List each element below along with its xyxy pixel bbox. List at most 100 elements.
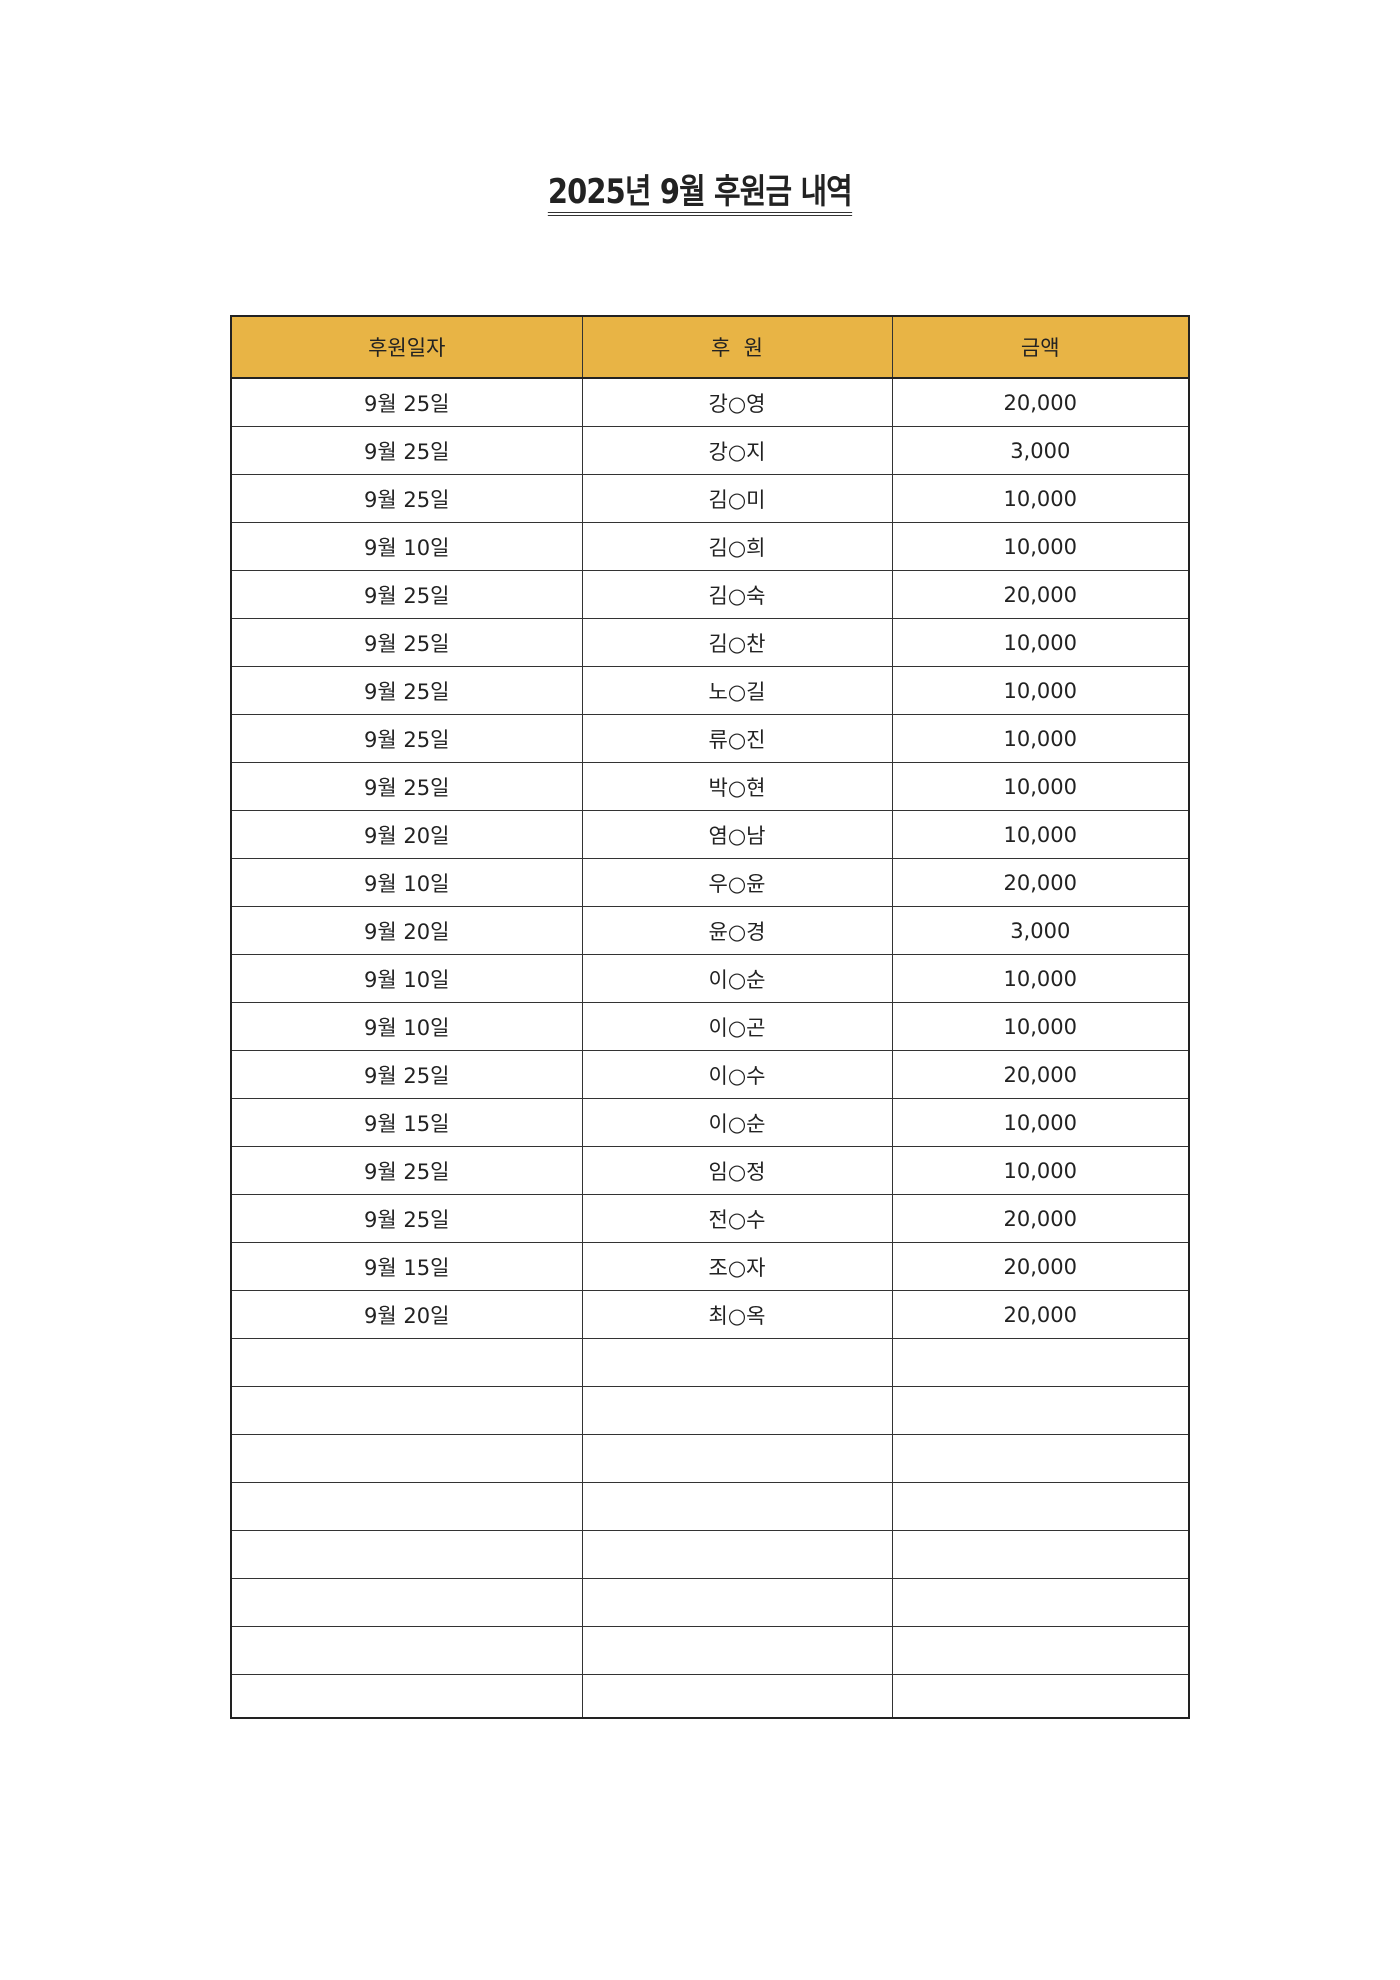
cell-amount: 3,000 xyxy=(891,426,1190,475)
cell-donor: 이○곤 xyxy=(581,1002,893,1051)
cell-donor: 김○미 xyxy=(581,474,893,523)
empty-cell xyxy=(891,1434,1190,1483)
cell-date: 9월 20일 xyxy=(230,810,583,859)
empty-cell xyxy=(891,1338,1190,1387)
cell-date: 9월 25일 xyxy=(230,666,583,715)
cell-date: 9월 25일 xyxy=(230,570,583,619)
empty-table-row xyxy=(230,1626,1190,1675)
empty-table-row xyxy=(230,1578,1190,1627)
cell-amount: 3,000 xyxy=(891,906,1190,955)
table-row: 9월 25일 노○길 10,000 xyxy=(230,666,1190,715)
empty-cell xyxy=(581,1578,893,1627)
document-title: 2025년 9월 후원금 내역 xyxy=(547,172,853,216)
cell-date: 9월 25일 xyxy=(230,618,583,667)
empty-cell xyxy=(891,1626,1190,1675)
cell-donor: 이○순 xyxy=(581,954,893,1003)
cell-date: 9월 25일 xyxy=(230,1050,583,1099)
cell-date: 9월 10일 xyxy=(230,1002,583,1051)
cell-amount: 20,000 xyxy=(891,570,1190,619)
empty-table-row xyxy=(230,1530,1190,1579)
table-row: 9월 10일 이○순 10,000 xyxy=(230,954,1190,1003)
cell-amount: 20,000 xyxy=(891,1050,1190,1099)
empty-table-row xyxy=(230,1434,1190,1483)
cell-amount: 10,000 xyxy=(891,954,1190,1003)
table-row: 9월 10일 김○희 10,000 xyxy=(230,522,1190,571)
empty-cell xyxy=(891,1530,1190,1579)
empty-cell xyxy=(230,1338,583,1387)
cell-date: 9월 25일 xyxy=(230,1194,583,1243)
cell-amount: 10,000 xyxy=(891,1098,1190,1147)
table-row: 9월 25일 임○정 10,000 xyxy=(230,1146,1190,1195)
empty-cell xyxy=(230,1386,583,1435)
cell-donor: 김○숙 xyxy=(581,570,893,619)
cell-amount: 10,000 xyxy=(891,1146,1190,1195)
empty-cell xyxy=(230,1482,583,1531)
table-row: 9월 25일 김○미 10,000 xyxy=(230,474,1190,523)
cell-amount: 10,000 xyxy=(891,666,1190,715)
cell-date: 9월 25일 xyxy=(230,474,583,523)
cell-donor: 전○수 xyxy=(581,1194,893,1243)
cell-donor: 이○순 xyxy=(581,1098,893,1147)
table-body: 9월 25일 강○영 20,000 9월 25일 강○지 3,000 9월 25일 김○미 10… xyxy=(230,377,1190,1719)
table-row: 9월 25일 김○찬 10,000 xyxy=(230,618,1190,667)
empty-cell xyxy=(581,1626,893,1675)
empty-cell xyxy=(581,1386,893,1435)
table-row: 9월 15일 조○자 20,000 xyxy=(230,1242,1190,1291)
table-row: 9월 10일 우○윤 20,000 xyxy=(230,858,1190,907)
empty-table-row xyxy=(230,1674,1190,1719)
cell-donor: 이○수 xyxy=(581,1050,893,1099)
empty-table-row xyxy=(230,1482,1190,1531)
cell-amount: 20,000 xyxy=(891,1242,1190,1291)
table-row: 9월 20일 윤○경 3,000 xyxy=(230,906,1190,955)
empty-cell xyxy=(230,1674,583,1719)
table-row: 9월 25일 전○수 20,000 xyxy=(230,1194,1190,1243)
cell-date: 9월 25일 xyxy=(230,377,583,427)
cell-amount: 20,000 xyxy=(891,1290,1190,1339)
table-row: 9월 25일 김○숙 20,000 xyxy=(230,570,1190,619)
cell-date: 9월 15일 xyxy=(230,1098,583,1147)
cell-donor: 류○진 xyxy=(581,714,893,763)
header-donor: 후 원 xyxy=(581,315,893,379)
header-amount: 금액 xyxy=(891,315,1190,379)
table-row: 9월 15일 이○순 10,000 xyxy=(230,1098,1190,1147)
empty-cell xyxy=(230,1530,583,1579)
cell-date: 9월 15일 xyxy=(230,1242,583,1291)
cell-donor: 김○희 xyxy=(581,522,893,571)
cell-amount: 10,000 xyxy=(891,474,1190,523)
cell-date: 9월 10일 xyxy=(230,858,583,907)
cell-amount: 10,000 xyxy=(891,762,1190,811)
cell-date: 9월 20일 xyxy=(230,906,583,955)
cell-date: 9월 25일 xyxy=(230,762,583,811)
cell-amount: 10,000 xyxy=(891,522,1190,571)
cell-amount: 20,000 xyxy=(891,1194,1190,1243)
empty-cell xyxy=(581,1434,893,1483)
document-title-wrap: 2025년 9월 후원금 내역 xyxy=(0,172,1400,216)
empty-cell xyxy=(891,1386,1190,1435)
header-date: 후원일자 xyxy=(230,315,583,379)
empty-cell xyxy=(230,1578,583,1627)
cell-date: 9월 25일 xyxy=(230,426,583,475)
cell-amount: 10,000 xyxy=(891,810,1190,859)
empty-cell xyxy=(581,1338,893,1387)
table-row: 9월 20일 최○옥 20,000 xyxy=(230,1290,1190,1339)
table-row: 9월 25일 강○영 20,000 xyxy=(230,377,1190,427)
empty-cell xyxy=(581,1674,893,1719)
table-row: 9월 20일 염○남 10,000 xyxy=(230,810,1190,859)
table-header-row: 후원일자 후 원 금액 xyxy=(230,315,1190,379)
empty-cell xyxy=(581,1482,893,1531)
table-row: 9월 25일 이○수 20,000 xyxy=(230,1050,1190,1099)
cell-amount: 20,000 xyxy=(891,858,1190,907)
empty-table-row xyxy=(230,1386,1190,1435)
cell-donor: 윤○경 xyxy=(581,906,893,955)
cell-donor: 임○정 xyxy=(581,1146,893,1195)
cell-amount: 10,000 xyxy=(891,1002,1190,1051)
cell-donor: 조○자 xyxy=(581,1242,893,1291)
cell-donor: 염○남 xyxy=(581,810,893,859)
donation-table: 후원일자 후 원 금액 9월 25일 강○영 20,000 9월 25일 강○지 3,00… xyxy=(230,315,1190,1719)
table-row: 9월 10일 이○곤 10,000 xyxy=(230,1002,1190,1051)
cell-donor: 노○길 xyxy=(581,666,893,715)
table-row: 9월 25일 박○현 10,000 xyxy=(230,762,1190,811)
cell-donor: 우○윤 xyxy=(581,858,893,907)
cell-donor: 강○영 xyxy=(581,377,893,427)
empty-table-row xyxy=(230,1338,1190,1387)
